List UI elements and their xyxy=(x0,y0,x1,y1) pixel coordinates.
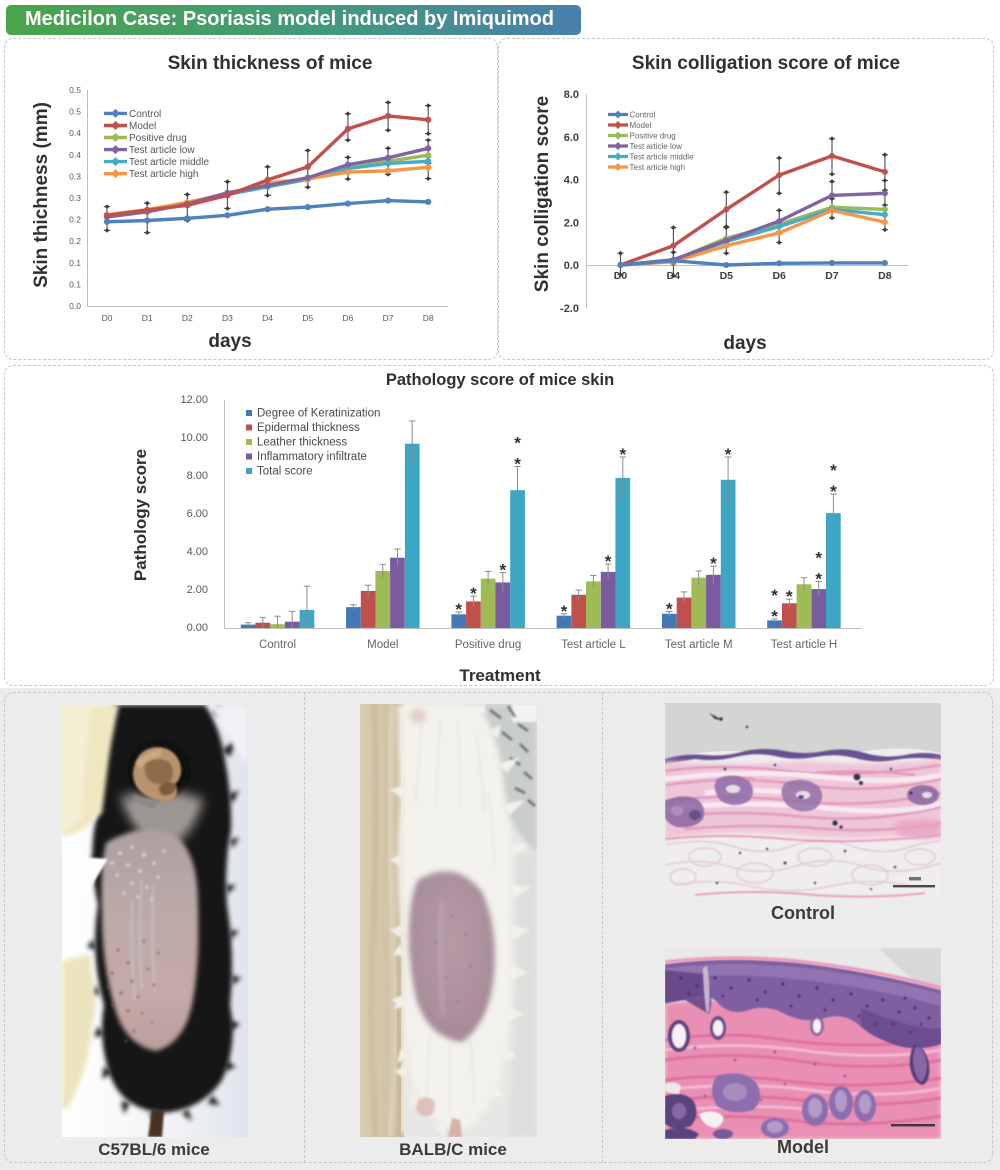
svg-text:*: * xyxy=(470,584,477,603)
svg-text:Model: Model xyxy=(129,121,156,132)
svg-text:*: * xyxy=(619,445,626,464)
svg-text:D8: D8 xyxy=(878,270,892,282)
svg-text:0.00: 0.00 xyxy=(187,622,208,634)
svg-text:-2.0: -2.0 xyxy=(560,303,579,315)
svg-text:*: * xyxy=(830,461,837,480)
svg-text:12.00: 12.00 xyxy=(180,394,208,406)
svg-text:Skin thickness of mice: Skin thickness of mice xyxy=(168,53,373,74)
svg-text:0.2: 0.2 xyxy=(69,236,81,246)
svg-text:8.00: 8.00 xyxy=(187,470,208,482)
svg-text:*: * xyxy=(786,587,793,606)
svg-text:0.0: 0.0 xyxy=(564,260,579,272)
svg-text:6.00: 6.00 xyxy=(187,508,208,520)
svg-text:Skin colligation score: Skin colligation score xyxy=(532,96,553,292)
svg-text:D4: D4 xyxy=(262,313,273,323)
svg-text:*: * xyxy=(725,445,732,464)
svg-text:2.00: 2.00 xyxy=(187,584,208,596)
svg-text:*: * xyxy=(499,561,506,580)
svg-text:*: * xyxy=(830,482,837,501)
svg-text:0.5: 0.5 xyxy=(69,85,81,95)
svg-text:Test article low: Test article low xyxy=(630,142,683,151)
svg-text:days: days xyxy=(208,331,251,352)
svg-text:Model: Model xyxy=(367,639,398,651)
svg-text:D5: D5 xyxy=(302,313,313,323)
svg-text:D6: D6 xyxy=(342,313,353,323)
svg-text:D3: D3 xyxy=(222,313,233,323)
svg-text:Test article high: Test article high xyxy=(129,169,198,180)
svg-text:Pathology score of mice skin: Pathology score of mice skin xyxy=(386,371,614,389)
svg-text:Skin colligation score of mice: Skin colligation score of mice xyxy=(632,53,900,74)
svg-text:Leather thickness: Leather thickness xyxy=(257,437,347,449)
svg-text:6.0: 6.0 xyxy=(564,132,579,144)
svg-text:0.0: 0.0 xyxy=(69,301,81,311)
svg-text:Test article M: Test article M xyxy=(665,639,733,651)
svg-text:Model: Model xyxy=(630,121,652,130)
svg-text:Control: Control xyxy=(129,109,161,120)
svg-text:Inflammatory infiltrate: Inflammatory infiltrate xyxy=(257,451,367,463)
svg-text:Test article L: Test article L xyxy=(561,639,626,651)
svg-text:Positive drug: Positive drug xyxy=(129,133,187,144)
svg-text:*: * xyxy=(710,554,717,573)
svg-text:*: * xyxy=(666,600,673,619)
svg-text:Control: Control xyxy=(259,639,296,651)
svg-text:D6: D6 xyxy=(772,270,786,282)
svg-text:8.0: 8.0 xyxy=(564,89,579,101)
svg-text:Test article middle: Test article middle xyxy=(129,157,209,168)
svg-text:0.1: 0.1 xyxy=(69,258,81,268)
svg-text:Total score: Total score xyxy=(257,466,313,478)
svg-text:0.2: 0.2 xyxy=(69,215,81,225)
svg-text:2.0: 2.0 xyxy=(564,217,579,229)
svg-text:0.5: 0.5 xyxy=(69,107,81,117)
svg-text:*: * xyxy=(771,586,778,605)
svg-text:Degree of Keratinization: Degree of Keratinization xyxy=(257,408,380,420)
svg-text:Skin thichness (mm): Skin thichness (mm) xyxy=(31,102,52,288)
svg-text:D2: D2 xyxy=(182,313,193,323)
svg-text:days: days xyxy=(723,333,766,354)
svg-text:4.0: 4.0 xyxy=(564,175,579,187)
svg-text:Test article high: Test article high xyxy=(630,163,686,172)
svg-text:*: * xyxy=(815,548,822,567)
svg-text:*: * xyxy=(561,602,568,621)
svg-text:Test article low: Test article low xyxy=(129,145,195,156)
svg-text:Test article middle: Test article middle xyxy=(630,152,695,161)
svg-text:Test article H: Test article H xyxy=(771,639,837,651)
svg-text:D8: D8 xyxy=(423,313,434,323)
svg-text:D7: D7 xyxy=(383,313,394,323)
svg-text:*: * xyxy=(514,455,521,474)
svg-text:D1: D1 xyxy=(142,313,153,323)
svg-text:Positive drug: Positive drug xyxy=(455,639,521,651)
svg-text:Treatment: Treatment xyxy=(459,666,541,685)
svg-text:10.00: 10.00 xyxy=(180,432,208,444)
svg-text:0.3: 0.3 xyxy=(69,193,81,203)
svg-text:*: * xyxy=(455,600,462,619)
svg-text:D7: D7 xyxy=(825,270,839,282)
svg-text:Epidermal thickness: Epidermal thickness xyxy=(257,422,360,434)
svg-text:*: * xyxy=(771,607,778,626)
svg-text:*: * xyxy=(815,569,822,588)
svg-text:*: * xyxy=(514,434,521,453)
svg-text:D5: D5 xyxy=(720,270,734,282)
svg-text:*: * xyxy=(605,552,612,571)
svg-text:D0: D0 xyxy=(102,313,113,323)
svg-text:Positive drug: Positive drug xyxy=(630,131,676,140)
svg-text:0.1: 0.1 xyxy=(69,279,81,289)
svg-text:4.00: 4.00 xyxy=(187,546,208,558)
svg-text:Pathology score: Pathology score xyxy=(131,449,150,581)
svg-text:Control: Control xyxy=(630,110,656,119)
svg-text:0.4: 0.4 xyxy=(69,150,81,160)
svg-text:0.4: 0.4 xyxy=(69,128,81,138)
svg-text:0.3: 0.3 xyxy=(69,171,81,181)
